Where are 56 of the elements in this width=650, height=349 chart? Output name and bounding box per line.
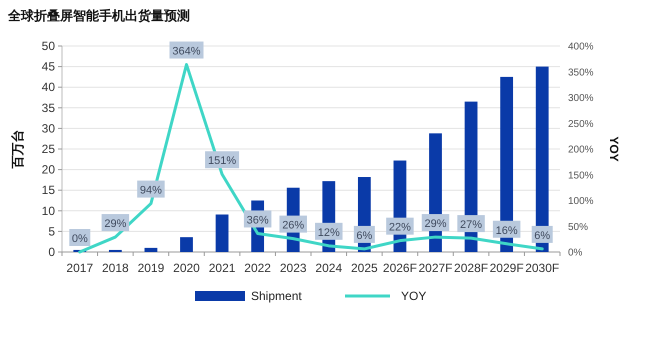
data-label: 6% (356, 230, 373, 242)
data-label: 151% (208, 155, 236, 168)
x-tick-label: 2022 (244, 261, 272, 275)
y2-tick-label: 200% (568, 144, 594, 156)
y2-tick-label: 100% (568, 196, 594, 207)
x-tick-label: 2025 (351, 261, 378, 275)
y2-tick-label: 0% (568, 248, 583, 258)
x-tick-label: 2027F (418, 261, 453, 275)
legend-label: YOY (401, 289, 426, 303)
data-label: 29% (104, 218, 127, 230)
y-tick-label: 15 (42, 183, 56, 198)
data-label: 36% (246, 214, 269, 226)
y2-tick-label: 250% (568, 118, 594, 130)
data-label: 26% (282, 220, 304, 232)
y2-tick-label: 350% (568, 67, 594, 78)
data-label: 16% (496, 224, 518, 237)
data-label: 94% (140, 184, 162, 197)
y2-tick-label: 50% (568, 222, 588, 233)
y2-axis-title: YOY (607, 136, 621, 162)
data-label: 22% (388, 222, 412, 234)
data-label: 364% (172, 46, 201, 58)
y-tick-label: 40 (42, 80, 56, 94)
data-label: 0% (72, 233, 88, 245)
y-tick-label: 35 (42, 100, 56, 115)
x-tick-label: 2024 (315, 261, 342, 275)
y-tick-label: 25 (42, 142, 56, 156)
x-tick-label: 2023 (280, 261, 307, 275)
x-tick-label: 2020 (173, 261, 200, 275)
y2-tick-label: 150% (568, 170, 594, 182)
x-tick-label: 2017 (66, 261, 94, 275)
data-label: 29% (424, 218, 447, 230)
bar (144, 248, 158, 252)
y2-tick-label: 400% (568, 42, 594, 52)
y-tick-label: 30 (42, 121, 56, 136)
chart-title: 全球折叠屏智能手机出货量预测 (7, 8, 190, 23)
bar (216, 214, 228, 252)
legend-label: Shipment (251, 289, 302, 303)
y-axis-title: 百万台 (10, 130, 25, 170)
x-tick-label: 2028F (454, 261, 488, 275)
x-tick-label: 2026F (382, 261, 417, 275)
x-tick-label: 2030F (525, 261, 560, 275)
x-tick-label: 2021 (208, 261, 236, 275)
data-label: 27% (460, 219, 482, 232)
bar (180, 237, 193, 252)
data-label: 12% (318, 226, 340, 239)
y-tick-label: 10 (42, 204, 56, 218)
y-tick-label: 45 (42, 60, 56, 74)
x-tick-label: 2018 (102, 261, 130, 275)
y-tick-label: 50 (42, 39, 56, 53)
x-tick-label: 2029F (490, 261, 524, 275)
y-tick-label: 20 (42, 162, 56, 177)
y-tick-label: 0 (48, 245, 56, 259)
x-tick-label: 2019 (138, 261, 165, 275)
y-tick-label: 5 (48, 224, 56, 238)
y2-tick-label: 300% (568, 93, 594, 104)
data-label: 6% (534, 230, 550, 242)
